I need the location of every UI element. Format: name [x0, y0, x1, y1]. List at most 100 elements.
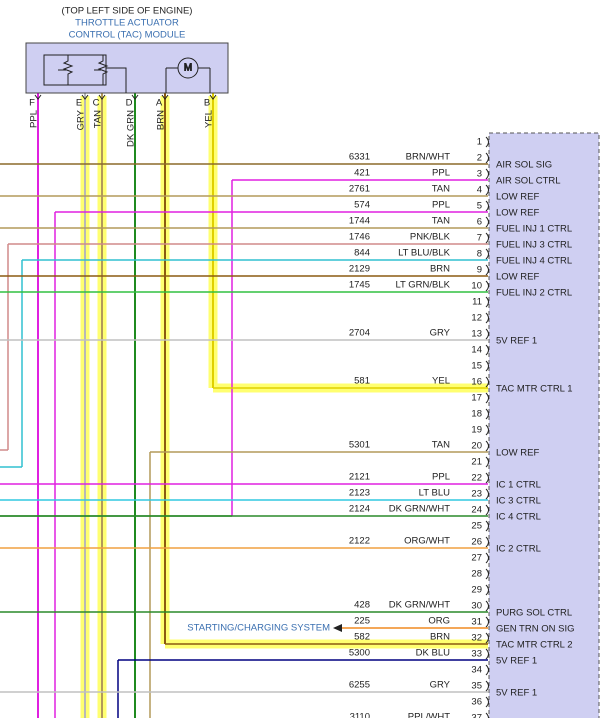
pin-number: 19 [471, 425, 482, 436]
pin-number: 12 [471, 313, 482, 324]
wire-color: TAN [432, 440, 450, 451]
pin-number: 31 [471, 617, 482, 628]
pin-chevron [98, 94, 106, 100]
circuit-number: 2123 [349, 488, 370, 499]
wire-color: PPL [432, 168, 450, 179]
pin-number: 34 [471, 665, 482, 676]
pin-socket [485, 328, 489, 340]
circuit-number: 6331 [349, 152, 370, 163]
pin-function: TAC MTR CTRL 2 [496, 640, 573, 651]
pin-number: 11 [472, 297, 482, 308]
pin-function: 5V REF 1 [496, 336, 537, 347]
wire-color: LT BLU/BLK [398, 248, 451, 259]
circuit-number: 582 [354, 632, 370, 643]
pin-number: 33 [471, 649, 482, 660]
pin-socket [485, 264, 489, 276]
pin-function: PURG SOL CTRL [496, 608, 572, 619]
pin-socket [485, 680, 489, 692]
module-wire-color: TAN [93, 110, 104, 128]
pin-number: 25 [471, 521, 482, 532]
pin-chevron [34, 94, 42, 100]
circuit-number: 2124 [349, 504, 370, 515]
pin-number: 13 [471, 329, 482, 340]
pin-function: FUEL INJ 4 CTRL [496, 256, 572, 267]
wire-color: DK GRN/WHT [389, 600, 450, 611]
wire-color: DK GRN/WHT [389, 504, 450, 515]
pin-function: FUEL INJ 3 CTRL [496, 240, 572, 251]
circuit-number: 2704 [349, 328, 370, 339]
pin-function: GEN TRN ON SIG [496, 624, 574, 635]
pin-number: 23 [471, 489, 482, 500]
wire-color: GRY [430, 680, 451, 691]
module-wire-color: BRN [156, 110, 167, 130]
pin-number: 27 [471, 553, 482, 564]
circuit-number: 1746 [349, 232, 370, 243]
pin-socket [485, 584, 489, 596]
circuit-number: 844 [354, 248, 370, 259]
pin-function: TAC MTR CTRL 1 [496, 384, 573, 395]
pin-socket [485, 248, 489, 260]
pin-function: IC 2 CTRL [496, 544, 541, 555]
circuit-number: 421 [354, 168, 370, 179]
header-line: THROTTLE ACTUATOR [75, 18, 179, 29]
pin-socket [485, 440, 489, 452]
pin-chevron [131, 94, 139, 100]
wire-color: DK BLU [416, 648, 450, 659]
pin-function: FUEL INJ 1 CTRL [496, 224, 572, 235]
pin-number: 18 [471, 409, 482, 420]
circuit-number: 2121 [349, 472, 370, 483]
pin-socket [485, 616, 489, 628]
circuit-number: 581 [354, 376, 370, 387]
wire-color: PPL [432, 472, 450, 483]
circuit-number: 1745 [349, 280, 370, 291]
pin-socket [485, 648, 489, 660]
header-line: CONTROL (TAC) MODULE [69, 30, 186, 41]
pin-number: 29 [471, 585, 482, 596]
module-pin: F [29, 98, 35, 109]
pin-socket [485, 424, 489, 436]
module-pin: C [93, 98, 100, 109]
circuit-number: 5300 [349, 648, 370, 659]
pin-function: LOW REF [496, 448, 539, 459]
pin-number: 15 [471, 361, 482, 372]
motor-symbol: M [184, 63, 192, 74]
pin-number: 1 [477, 137, 482, 148]
module-internals: M [43, 54, 211, 93]
module-wire-color: DK GRN [126, 110, 137, 147]
pin-number: 8 [477, 249, 482, 260]
pin-number: 16 [471, 377, 482, 388]
pin-number: 24 [471, 505, 482, 516]
pin-socket [485, 312, 489, 324]
pin-function: LOW REF [496, 192, 539, 203]
pin-chevron [161, 94, 169, 100]
pin-function: FUEL INJ 2 CTRL [496, 288, 572, 299]
pin-function: IC 3 CTRL [496, 496, 541, 507]
pin-number: 4 [477, 185, 482, 196]
wire-color: TAN [432, 184, 450, 195]
wire-color: LT GRN/BLK [395, 280, 450, 291]
pin-socket [485, 232, 489, 244]
module-wire-color: YEL [204, 110, 215, 128]
pin-socket [485, 184, 489, 196]
circuit-number: 2129 [349, 264, 370, 275]
circuit-number: 225 [354, 616, 370, 627]
pin-socket [485, 376, 489, 388]
wire-color: PPL/WHT [408, 712, 450, 718]
pin-number: 36 [471, 697, 482, 708]
annotation: STARTING/CHARGING SYSTEM [187, 623, 330, 634]
pin-socket [485, 280, 489, 292]
pin-function: AIR SOL CTRL [496, 176, 561, 187]
pin-number: 22 [471, 473, 482, 484]
pin-number: 7 [477, 233, 482, 244]
wire-color: YEL [432, 376, 450, 387]
pin-number: 20 [471, 441, 482, 452]
pin-number: 5 [477, 201, 482, 212]
pin-number: 14 [471, 345, 482, 356]
pin-socket [485, 472, 489, 484]
pin-socket [485, 136, 489, 148]
pin-socket [485, 552, 489, 564]
annotation-arrow [333, 624, 342, 632]
wire-color: BRN [430, 264, 450, 275]
module-wire-color: GRY [76, 109, 87, 130]
